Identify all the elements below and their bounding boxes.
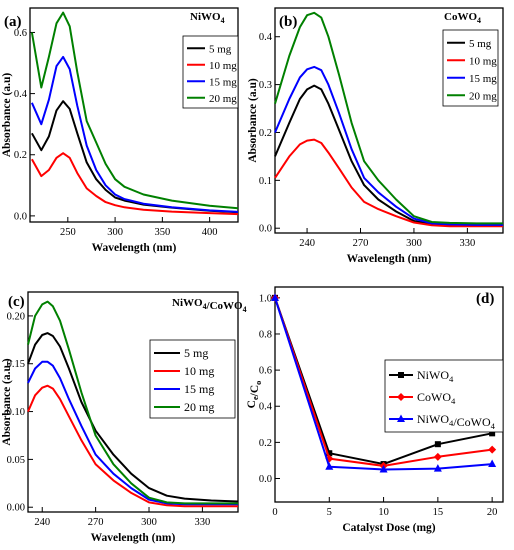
legend-label: 10 mg [209,60,237,72]
y-tick-label: 0.10 [7,407,25,418]
chart-title: CoWO4 [444,11,481,25]
x-tick-label: 5 [327,507,332,518]
triangle-marker [379,464,388,473]
triangle-marker [397,414,405,422]
legend-label: NiWO4 [417,368,454,384]
x-tick-label: 400 [202,227,218,238]
y-tick-label: 0.3 [259,80,272,91]
legend-label: 10 mg [184,364,214,378]
panel-label: (d) [476,291,494,307]
y-tick-label: 1.0 [259,293,272,304]
y-axis-label: Absorbance (a.u) [247,78,259,163]
x-tick-label: 350 [154,227,170,238]
panel-label: (b) [279,14,297,30]
triangle-marker [433,464,442,472]
y-tick-label: 0.20 [7,311,25,322]
plot-frame [29,7,239,223]
series-line-4 [274,11,503,225]
x-axis-label: Wavelength (nm) [91,532,176,544]
panel-label: (c) [8,294,25,310]
x-tick-label: 250 [60,227,76,238]
panel-label: (a) [4,14,22,30]
chart-panel-a: 250 300 350 400 0.0 0.2 0.4 0.6 Wavelength (nm) A… [1,7,239,254]
y-tick-label: 0.8 [259,329,272,340]
series-line-1 [31,100,239,214]
legend-label: 20 mg [209,93,237,105]
x-tick-label: 10 [378,507,389,518]
series-line-2 [27,384,238,508]
series-line-3 [274,65,503,226]
x-tick-label: 15 [433,507,444,518]
chart-panel-d: 0 5 10 15 20 0.0 0.2 0.4 0.6 0.8 1.0 Catalyst Dose … [246,286,504,534]
series-line-2 [274,138,503,228]
chart-panel-b: 240 270 300 330 0.0 0.1 0.2 0.3 0.4 Wavelength (n… [247,7,504,265]
diamond-marker [397,393,405,401]
legend-label: NiWO4/CoWO4 [417,412,496,431]
legend-label: CoWO4 [417,390,456,406]
triangle-marker [488,459,497,468]
chart-title: NiWO4 [190,11,225,25]
legend-label: 15 mg [469,73,497,85]
x-tick-label: 300 [406,238,422,249]
series-line-4 [30,11,239,210]
square-marker [434,441,441,448]
legend-label: 5 mg [469,38,492,50]
x-tick-label: 240 [34,517,50,528]
y-tick-label: 0.15 [7,359,25,370]
square-marker [326,450,333,457]
triangle-marker [271,293,279,301]
x-tick-label: 300 [141,517,157,528]
series-line-2 [31,152,239,216]
y-tick-label: 0.2 [14,150,27,161]
x-tick-label: 0 [272,507,277,518]
x-tick-label: 20 [487,507,498,518]
chart-title: NiWO4/CoWO4 [172,297,247,314]
plot-frame [274,7,504,234]
y-tick-label: 0.00 [7,503,25,514]
y-tick-label: 0.1 [259,176,272,187]
square-marker [489,430,496,437]
x-tick-label: 330 [460,238,476,249]
y-tick-label: 0.4 [14,89,28,100]
y-tick-label: 0.0 [259,224,272,235]
legend-label: 15 mg [209,76,237,88]
y-tick-label: 0.0 [14,211,27,222]
legend-label: 15 mg [184,382,214,396]
x-tick-label: 300 [107,227,123,238]
x-axis-label: Wavelength (nm) [92,242,177,254]
square-marker [398,372,404,378]
triangle-marker [325,462,334,470]
x-tick-label: 330 [195,517,211,528]
legend-label: 5 mg [209,43,232,55]
y-tick-label: 0.4 [259,32,273,43]
y-axis-label: Absorbance (a.u.) [1,358,13,445]
chart-panel-c: 240 270 300 330 0.00 0.05 0.10 0.15 0.20 Waveleng… [1,291,247,544]
x-tick-label: 240 [299,238,315,249]
x-axis-label: Catalyst Dose (mg) [342,522,435,534]
y-axis-label: Ce/Co [246,381,263,409]
y-tick-label: 0.2 [259,438,272,449]
legend-label: 20 mg [184,400,214,414]
series-line-4 [27,300,238,505]
y-tick-label: 0.0 [259,474,272,485]
diamond-marker [433,452,442,461]
y-tick-label: 0.05 [7,455,25,466]
y-tick-label: 0.4 [259,402,273,413]
x-tick-label: 270 [88,517,104,528]
y-tick-label: 0.2 [259,128,272,139]
legend-label: 10 mg [469,55,497,67]
y-tick-label: 0.6 [14,28,27,39]
legend-label: 20 mg [469,90,497,102]
plot-frame [27,291,239,513]
y-tick-label: 0.6 [259,366,272,377]
y-axis-label: Absorbance (a.u) [1,73,13,158]
x-axis-label: Wavelength (nm) [347,253,432,265]
series-line-1 [274,84,503,227]
x-tick-label: 270 [353,238,369,249]
diamond-marker [488,445,497,454]
series-line-3 [30,55,239,213]
legend-label: 5 mg [184,346,208,360]
